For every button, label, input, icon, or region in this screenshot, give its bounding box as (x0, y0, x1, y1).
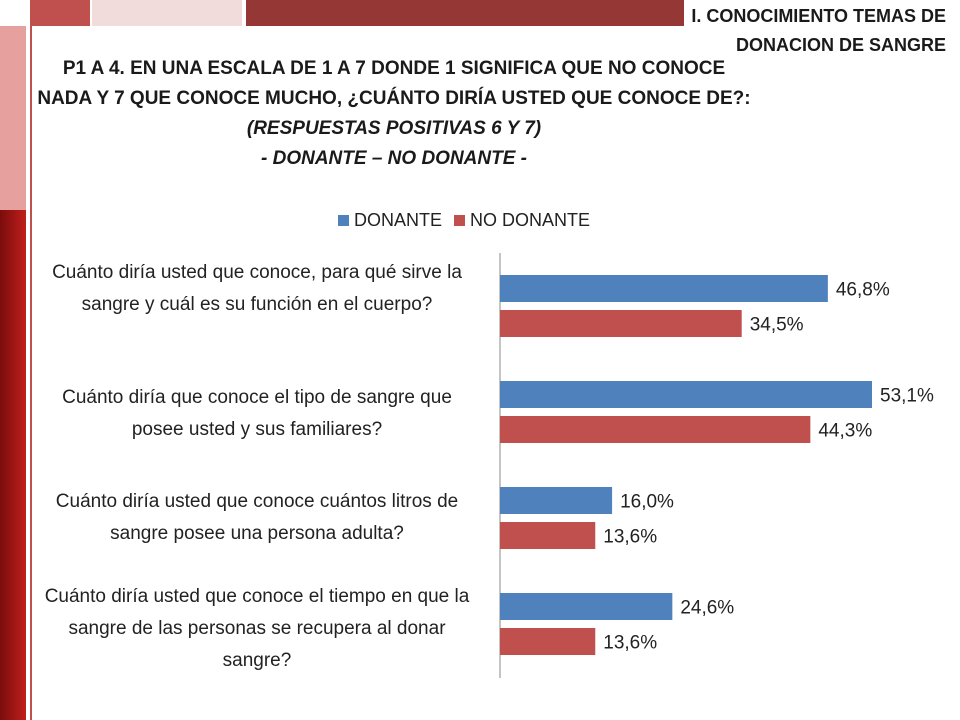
question-groups: - DONANTE – NO DONANTE - (261, 148, 527, 169)
data-label-no-donante-2: 44,3% (818, 421, 872, 442)
question-text: P1 A 4. EN UNA ESCALA DE 1 A 7 DONDE 1 S… (37, 58, 751, 109)
decor-bar-1 (30, 0, 90, 26)
bar-donante-2 (500, 381, 872, 408)
legend-swatch-donante (338, 214, 349, 226)
bar-no-donante-4 (500, 628, 596, 655)
decor-bar-3 (246, 0, 684, 26)
category-label-2: Cuánto diría que conoce el tipo de sangr… (62, 387, 452, 440)
bar-no-donante-3 (500, 522, 596, 549)
bar-donante-4 (500, 593, 673, 620)
category-label-3: Cuánto diría usted que conoce cuántos li… (55, 491, 459, 544)
data-label-donante-3: 16,0% (620, 492, 674, 513)
data-label-donante-2: 53,1% (880, 386, 934, 407)
bar-donante-3 (500, 487, 613, 514)
legend-swatch-no-donante (454, 214, 466, 226)
legend-item-no-donante: NO DONANTE (454, 210, 590, 231)
data-label-no-donante-4: 13,6% (603, 633, 657, 654)
category-label-4: Cuánto diría usted que conoce el tiempo … (44, 586, 470, 671)
bar-no-donante-2 (500, 416, 811, 443)
section-title: I. CONOCIMIENTO TEMAS DE DONACION DE SAN… (691, 6, 946, 55)
legend-label-donante: DONANTE (354, 209, 443, 230)
decor-bar-2 (92, 0, 242, 26)
bar-no-donante-1 (500, 310, 742, 337)
decor-left-line (30, 0, 32, 720)
decor-left-bar-light (0, 26, 26, 210)
legend-item-donante: DONANTE (338, 210, 442, 231)
decor-left-bar-dark (0, 210, 26, 720)
chart-legend: DONANTE NO DONANTE (338, 206, 602, 234)
legend-label-no-donante: NO DONANTE (470, 209, 591, 230)
category-label-1: Cuánto diría usted que conoce, para qué … (52, 262, 462, 315)
bar-donante-1 (500, 275, 828, 302)
data-label-no-donante-1: 34,5% (750, 315, 804, 336)
data-label-donante-1: 46,8% (836, 280, 890, 301)
data-label-donante-4: 24,6% (680, 598, 734, 619)
data-label-no-donante-3: 13,6% (603, 527, 657, 548)
question-title: P1 A 4. EN UNA ESCALA DE 1 A 7 DONDE 1 S… (36, 54, 752, 174)
question-subtitle: (RESPUESTAS POSITIVAS 6 Y 7) (246, 118, 542, 139)
